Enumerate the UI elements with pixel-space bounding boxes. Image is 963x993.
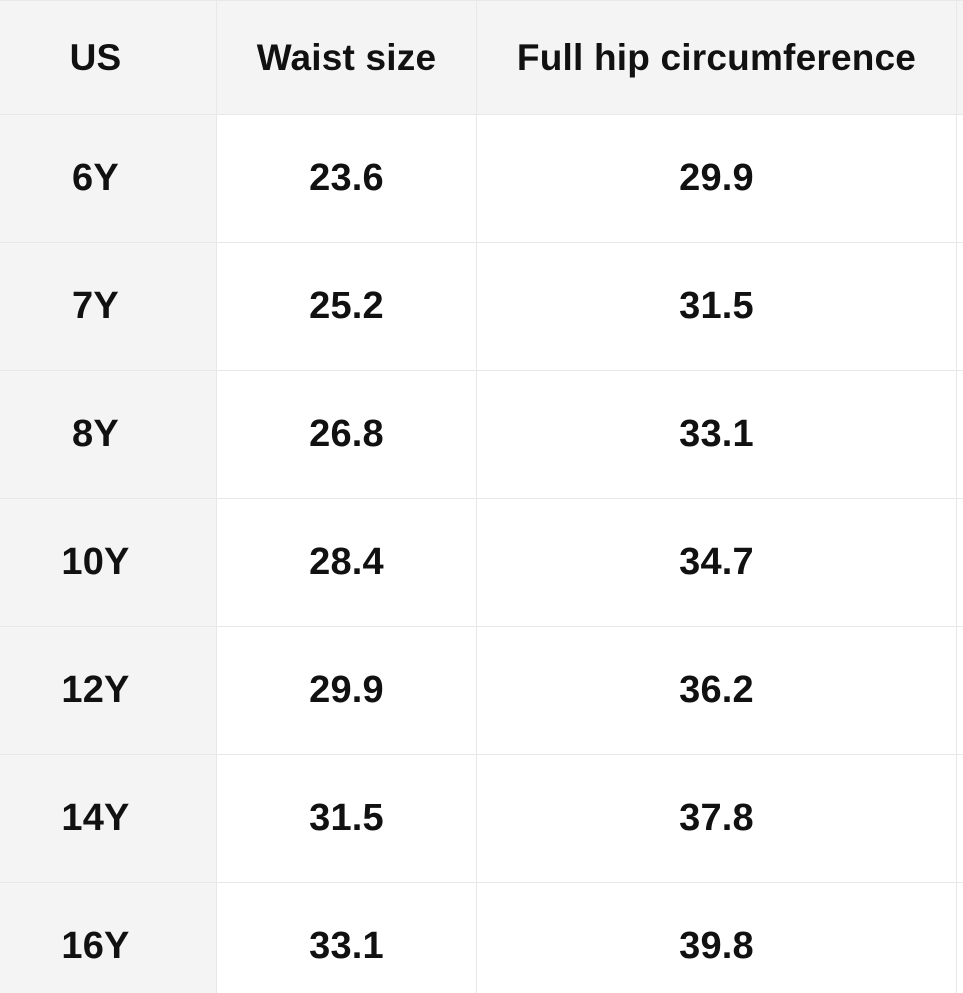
cell-hip-circumference: 36.2 <box>476 626 957 755</box>
cell-cutoff <box>956 114 963 243</box>
cell-cutoff <box>956 754 963 883</box>
cell-cutoff <box>956 370 963 499</box>
table-row: 8Y 26.8 33.1 <box>0 370 963 499</box>
cell-us-size: 8Y <box>0 370 217 499</box>
cell-waist-size: 33.1 <box>216 882 477 993</box>
cell-waist-size: 26.8 <box>216 370 477 499</box>
cell-waist-size: 28.4 <box>216 498 477 627</box>
column-header-us: US <box>0 0 217 115</box>
table-row: 14Y 31.5 37.8 <box>0 754 963 883</box>
cell-hip-circumference: 39.8 <box>476 882 957 993</box>
cell-hip-circumference: 33.1 <box>476 370 957 499</box>
column-header-cutoff <box>956 0 963 115</box>
column-header-full-hip-circumference: Full hip circumference <box>476 0 957 115</box>
cell-waist-size: 25.2 <box>216 242 477 371</box>
cell-waist-size: 31.5 <box>216 754 477 883</box>
cell-us-size: 7Y <box>0 242 217 371</box>
table-row: 12Y 29.9 36.2 <box>0 626 963 755</box>
table-row: 10Y 28.4 34.7 <box>0 498 963 627</box>
cell-hip-circumference: 37.8 <box>476 754 957 883</box>
column-header-waist-size: Waist size <box>216 0 477 115</box>
cell-us-size: 6Y <box>0 114 217 243</box>
cell-us-size: 12Y <box>0 626 217 755</box>
cell-waist-size: 29.9 <box>216 626 477 755</box>
header-row: US Waist size Full hip circumference <box>0 0 963 115</box>
cell-cutoff <box>956 242 963 371</box>
cell-us-size: 16Y <box>0 882 217 993</box>
cell-waist-size: 23.6 <box>216 114 477 243</box>
table-row: 6Y 23.6 29.9 <box>0 114 963 243</box>
cell-us-size: 10Y <box>0 498 217 627</box>
cell-cutoff <box>956 498 963 627</box>
cell-cutoff <box>956 626 963 755</box>
cell-hip-circumference: 31.5 <box>476 242 957 371</box>
cell-us-size: 14Y <box>0 754 217 883</box>
cell-hip-circumference: 34.7 <box>476 498 957 627</box>
cell-cutoff <box>956 882 963 993</box>
table-body: 6Y 23.6 29.9 7Y 25.2 31.5 8Y 26.8 33.1 10Y 28.4 34.… <box>0 114 963 993</box>
cell-hip-circumference: 29.9 <box>476 114 957 243</box>
table-row: 7Y 25.2 31.5 <box>0 242 963 371</box>
table-row: 16Y 33.1 39.8 <box>0 882 963 993</box>
